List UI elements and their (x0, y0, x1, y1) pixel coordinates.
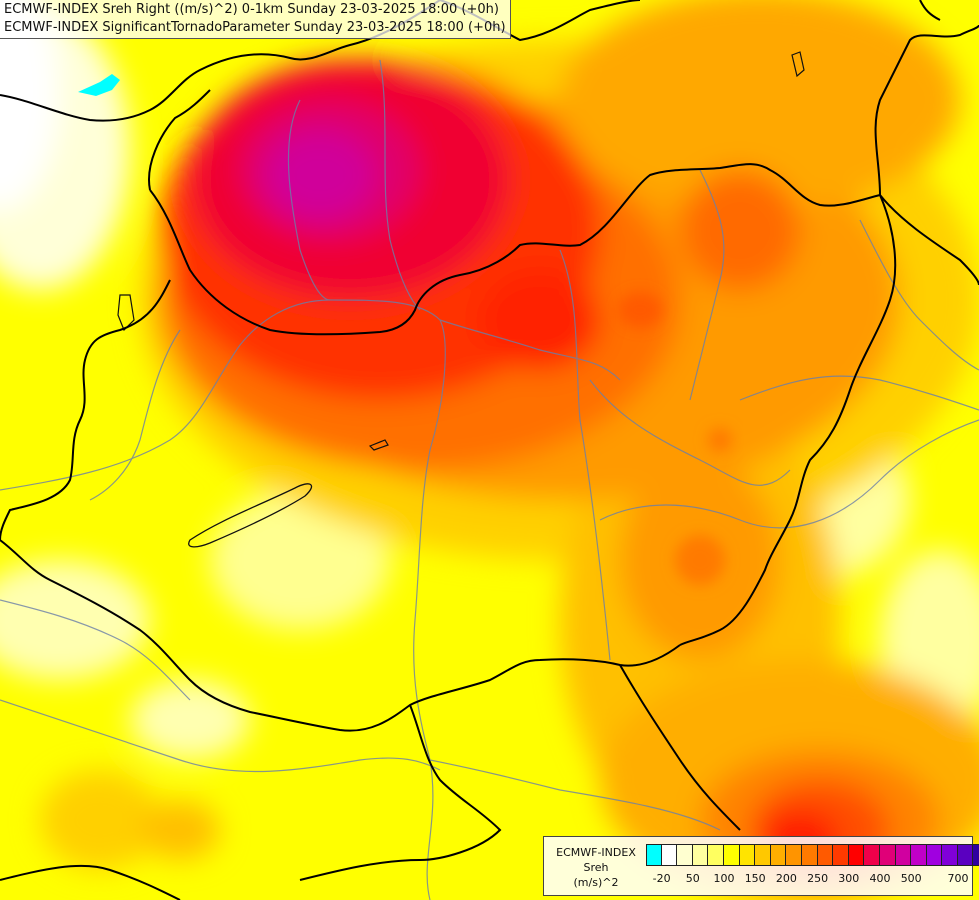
legend-tick-label: 150 (744, 872, 766, 885)
legend-tick-label: 300 (838, 872, 860, 885)
map-title: ECMWF-INDEX Sreh Right ((m/s)^2) 0-1km S… (0, 0, 511, 39)
legend-swatch (692, 844, 709, 866)
legend-swatches (646, 844, 979, 866)
legend-tick-label: 200 (775, 872, 797, 885)
legend-swatch (895, 844, 912, 866)
legend-swatch (646, 844, 662, 866)
legend-swatch (957, 844, 974, 866)
legend-unit: (m/s)^2 (573, 876, 619, 889)
legend-swatch (786, 844, 802, 866)
legend-model: ECMWF-INDEX (556, 846, 636, 859)
legend-swatch (817, 844, 834, 866)
legend-tick-label: 250 (807, 872, 829, 885)
legend-swatch (942, 844, 958, 866)
legend-swatch (739, 844, 756, 866)
title-line-1: ECMWF-INDEX Sreh Right ((m/s)^2) 0-1km S… (4, 2, 499, 17)
color-legend: ECMWF-INDEX Sreh (m/s)^2 -20 50 100 150 200 2… (543, 836, 979, 896)
legend-swatch (848, 844, 865, 866)
legend-tick-label: 50 (685, 872, 700, 885)
legend-tick-label: 500 (900, 872, 922, 885)
legend-swatch (723, 844, 740, 866)
legend-swatch (973, 844, 979, 866)
river-lines (0, 59, 979, 900)
legend-variable: Sreh (583, 861, 609, 874)
legend-swatch (911, 844, 927, 866)
legend-swatch (879, 844, 896, 866)
legend-swatch (801, 844, 818, 866)
legend-ticks: -20 50 100 150 200 250 300 400 500 700 (646, 872, 970, 888)
legend-tick-label: 100 (713, 872, 735, 885)
legend-tick-label: -20 (652, 872, 671, 885)
lake-small-3 (791, 51, 805, 78)
legend-swatch (661, 844, 678, 866)
lake-cyan (78, 74, 120, 96)
legend-swatch (755, 844, 771, 866)
lake-small-2 (117, 294, 135, 332)
legend-tick-label: 400 (869, 872, 891, 885)
legend-swatch (864, 844, 880, 866)
legend-tick-label: 700 (947, 872, 969, 885)
legend-swatch (833, 844, 849, 866)
lake-small (368, 439, 389, 451)
lake-balaton (188, 483, 313, 548)
legend-swatch (708, 844, 724, 866)
legend-swatch (770, 844, 787, 866)
title-line-2: ECMWF-INDEX SignificantTornadoParameter … (4, 20, 506, 35)
legend-swatch (926, 844, 943, 866)
legend-label: ECMWF-INDEX Sreh (m/s)^2 (550, 845, 642, 890)
legend-swatch (677, 844, 693, 866)
